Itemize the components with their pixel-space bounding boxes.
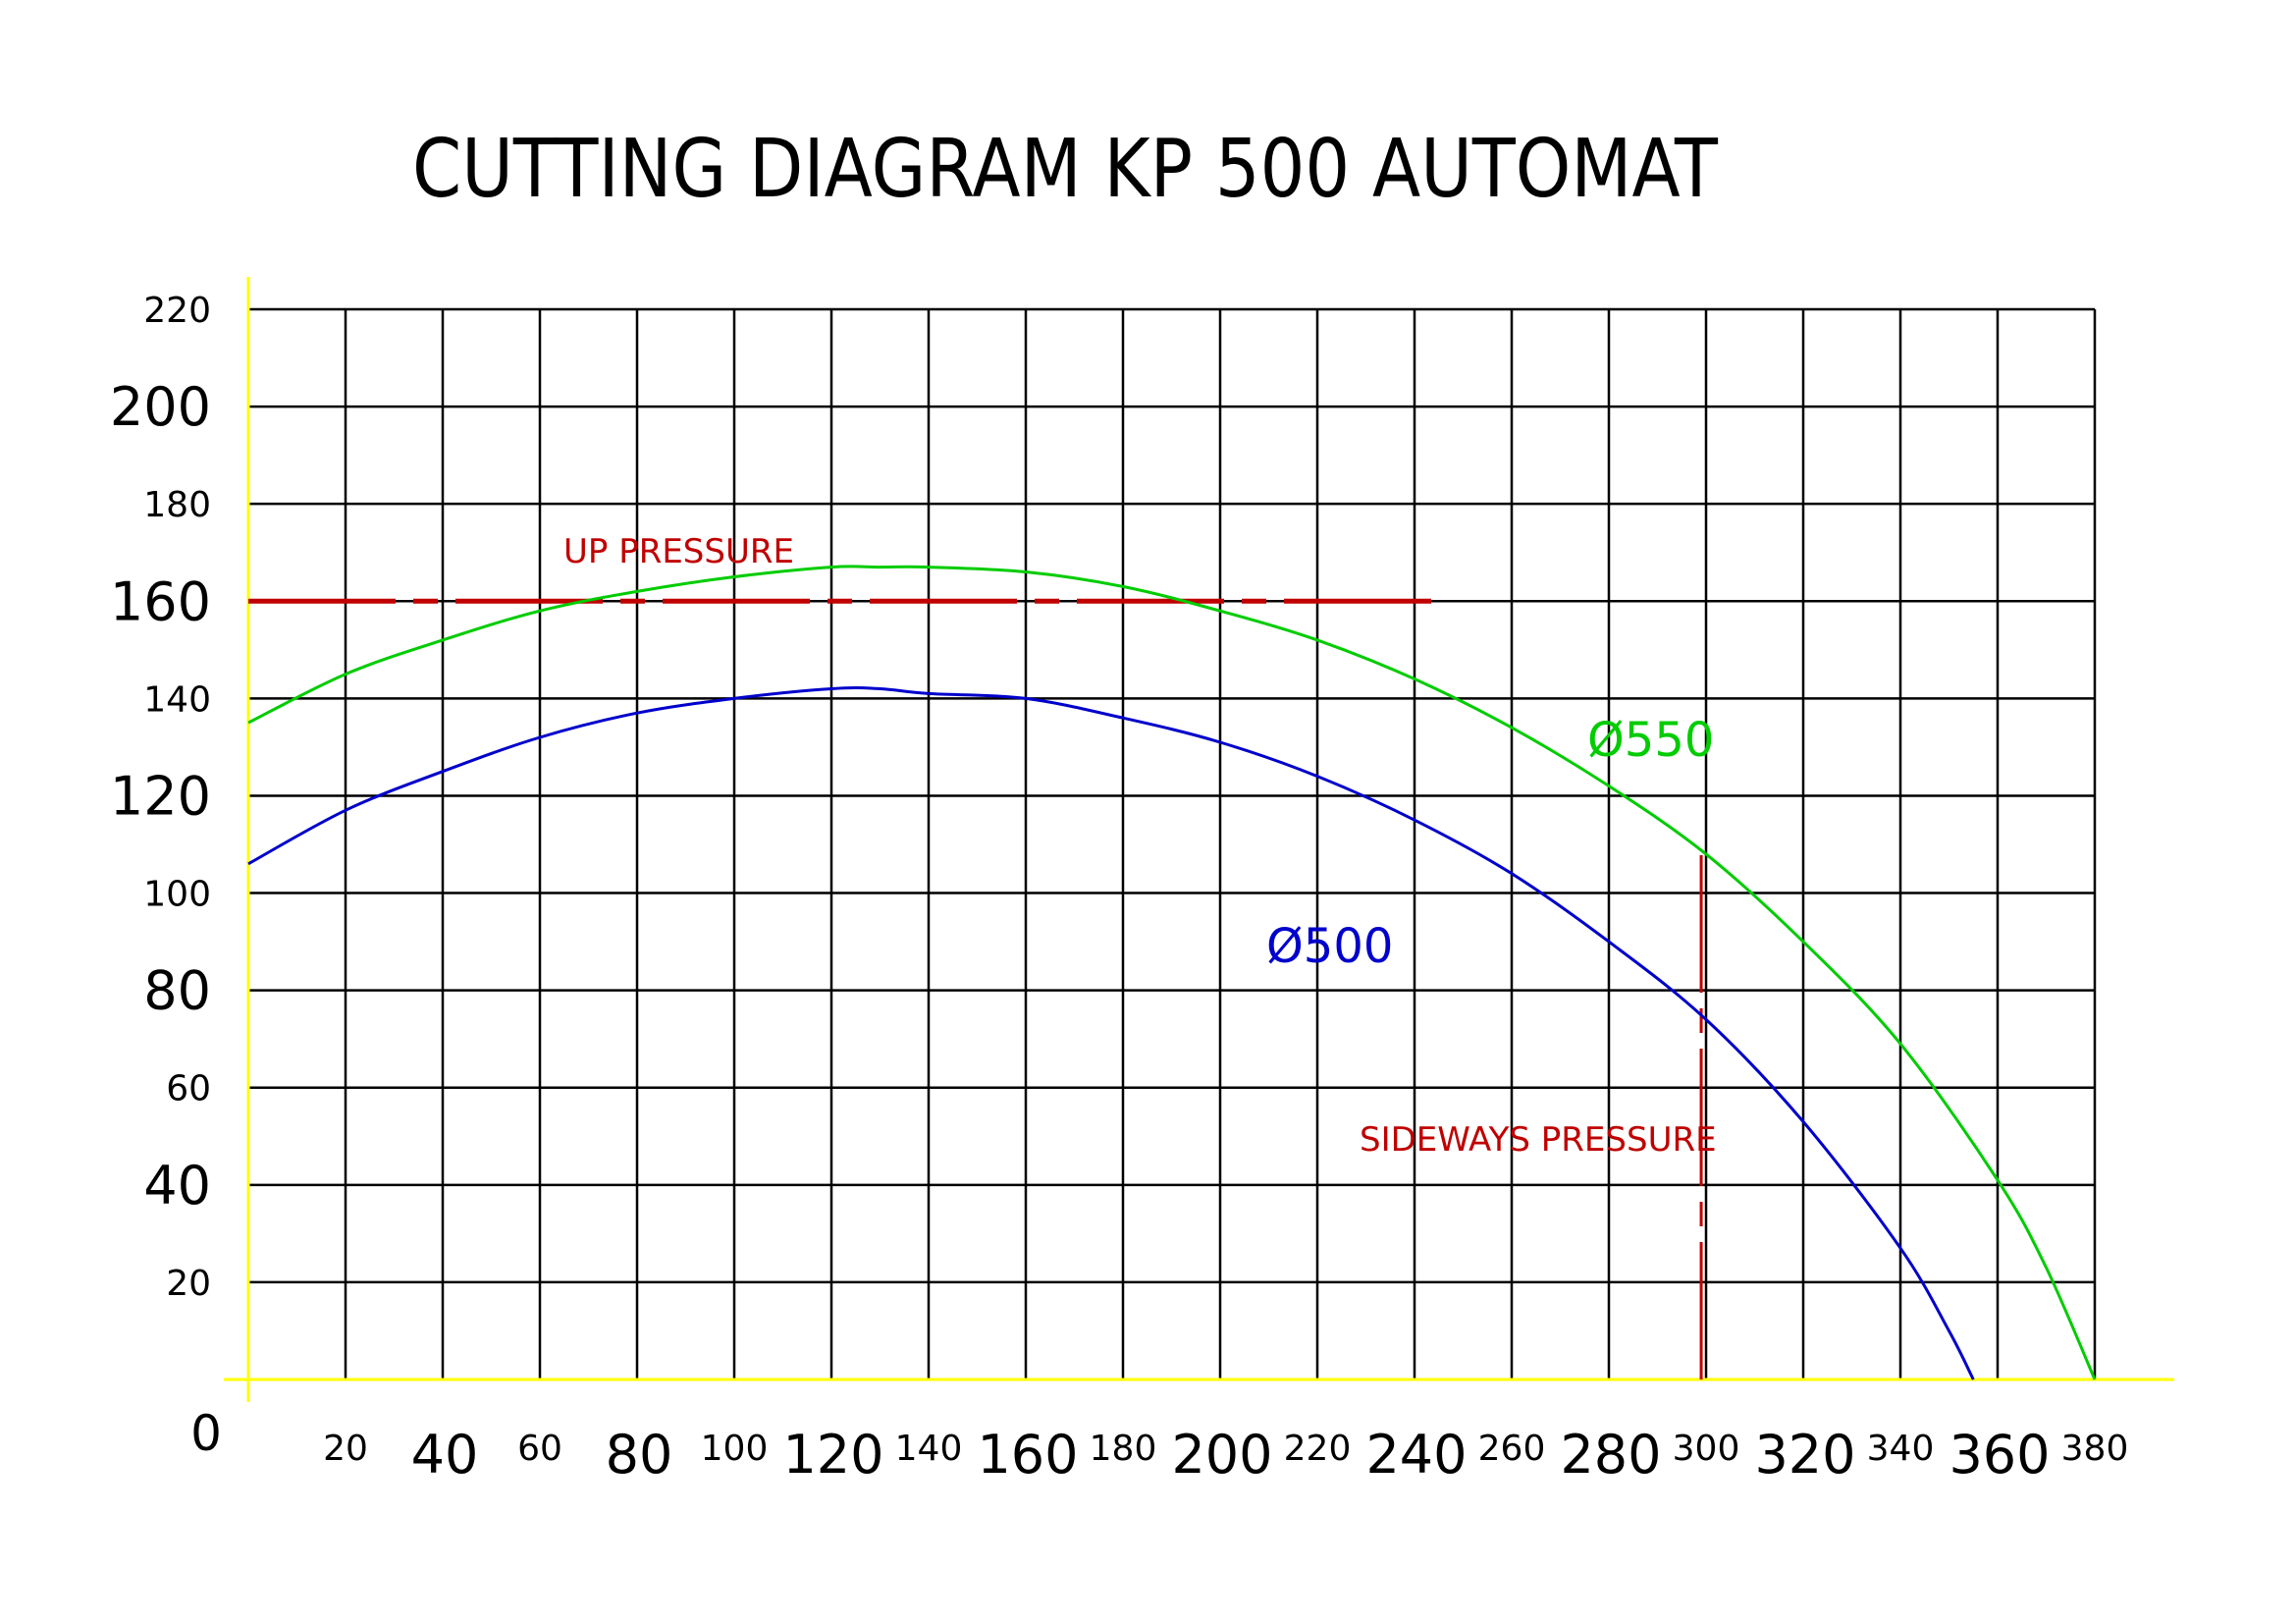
grid [248,307,2097,1380]
series-line-d500 [247,686,1975,1380]
axes [224,277,2174,1402]
y-tick-label: 220 [143,291,211,331]
x-tick-label: 120 [782,1424,883,1486]
y-tick-label: 20 [166,1264,211,1304]
x-tick-label: 20 [323,1429,368,1469]
chart-title: CUTTING DIAGRAM KP 500 AUTOMAT [412,123,1719,216]
x-tick-label: 140 [895,1429,963,1469]
x-tick-label: 100 [701,1429,769,1469]
x-tick-label: 280 [1560,1424,1661,1486]
x-tick-label: 200 [1171,1424,1272,1486]
reference-lines [248,598,1703,1380]
series-curves [247,565,2097,1380]
y-tick-label: 180 [143,485,211,525]
x-tick-label: 260 [1478,1429,1546,1469]
y-tick-label: 200 [110,376,211,438]
x-tick-label: 340 [1867,1429,1935,1469]
y-tick-label: 140 [143,679,211,720]
y-tick-label: 60 [166,1069,211,1109]
origin-label: 0 [190,1405,222,1462]
y-tick-label: 120 [110,765,211,827]
x-tick-label: 80 [606,1424,673,1486]
y-tick-label: 80 [143,960,211,1022]
y-tick-label: 40 [143,1155,211,1217]
series-label-d550: Ø550 [1587,713,1714,768]
x-tick-labels: 20 40 60 80 100 120 140 160 180 200 220 240 260 280 30… [323,1424,2128,1486]
y-tick-label: 100 [143,875,211,915]
x-tick-label: 320 [1754,1424,1855,1486]
x-tick-label: 180 [1090,1429,1157,1469]
x-tick-label: 40 [411,1424,479,1486]
y-tick-label: 160 [110,570,211,632]
x-tick-label: 160 [977,1424,1078,1486]
series-label-d500: Ø500 [1266,919,1393,974]
series-line-d550 [247,565,2097,1380]
y-tick-labels: 20 40 60 80 100 120 140 160 180 200 220 [110,291,211,1304]
x-tick-label: 60 [517,1429,562,1469]
x-tick-label: 220 [1284,1429,1352,1469]
up-pressure-label: UP PRESSURE [563,532,794,571]
sideways-pressure-label: SIDEWAYS PRESSURE [1360,1120,1717,1160]
x-tick-label: 360 [1949,1424,2050,1486]
x-tick-label: 300 [1673,1429,1740,1469]
x-tick-label: 240 [1365,1424,1467,1486]
x-tick-label: 380 [2061,1429,2129,1469]
